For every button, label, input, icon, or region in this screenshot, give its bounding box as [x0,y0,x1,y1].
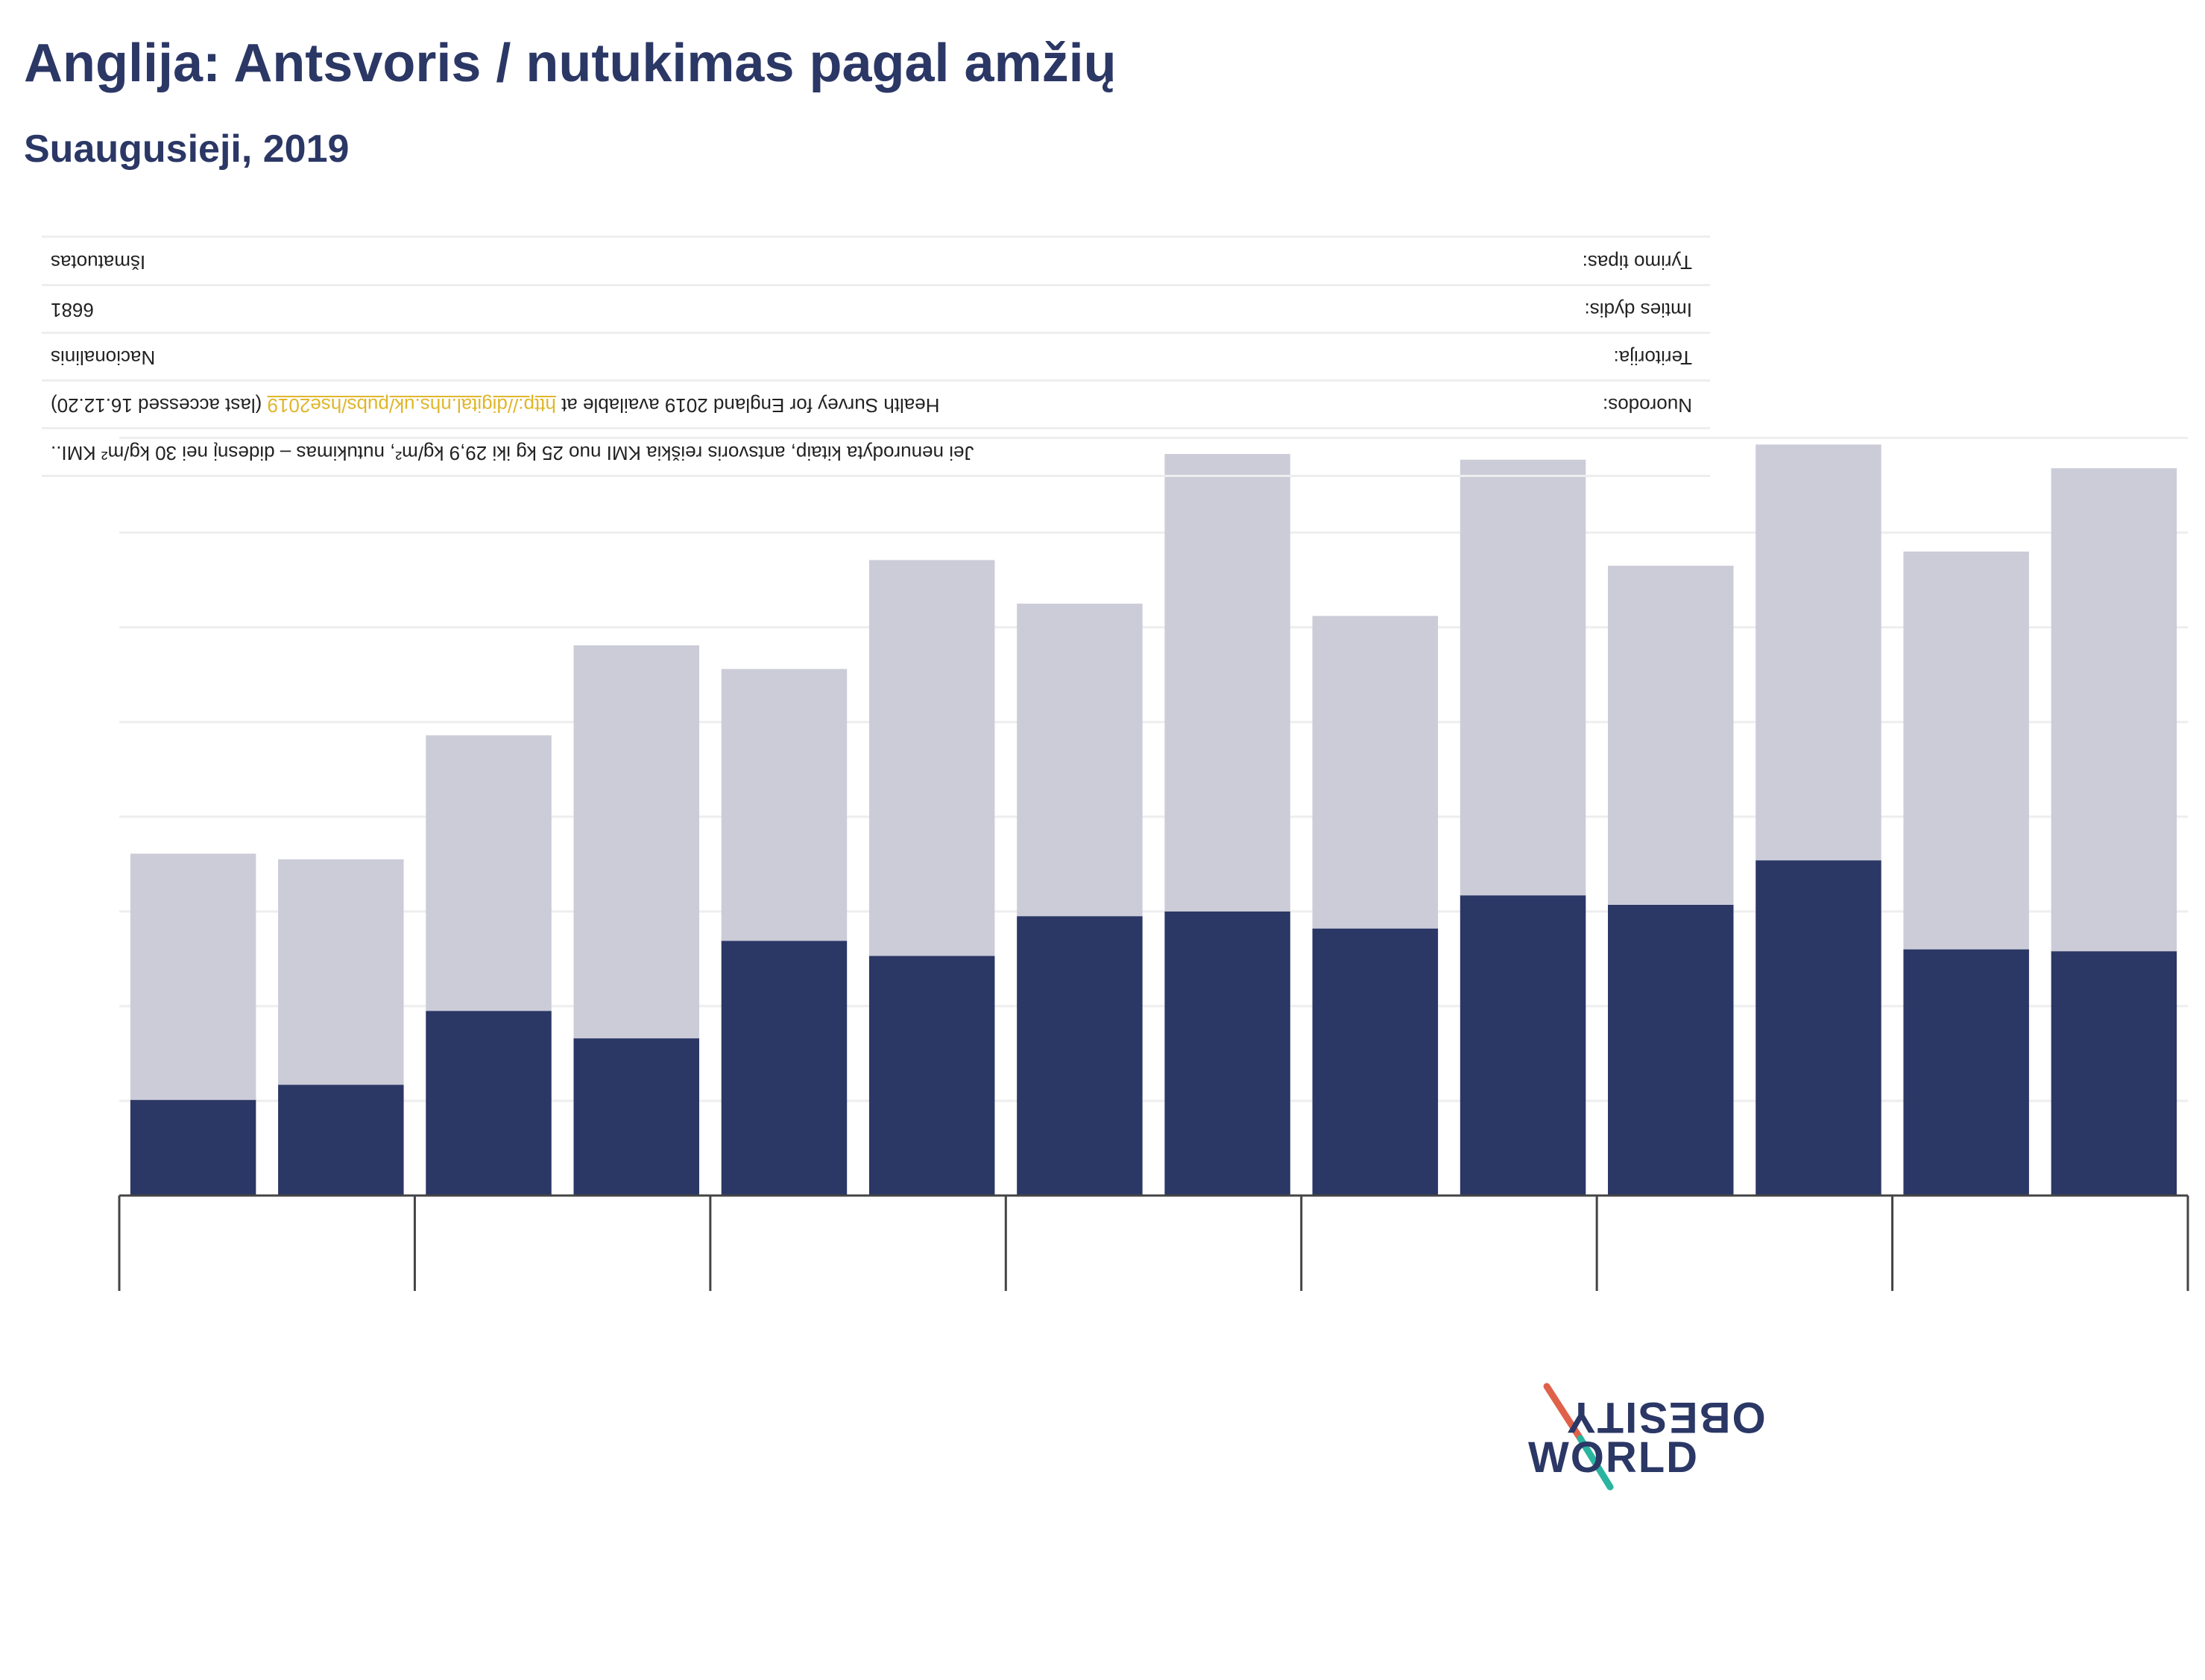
bar-obesity [2051,951,2177,1196]
bar-overweight [1460,459,1586,896]
sample-row: Imties dydis: 6681 [42,285,1710,334]
references-value: Health Survey for England 2019 available… [51,394,939,417]
logo-slash-icon [1543,1383,1614,1491]
references-label: Nuorodos: [1603,394,1692,417]
references-text-after: (last accessed 16.12.20) [51,394,268,417]
bar-overweight [1017,603,1143,917]
bar-obesity [1608,904,1734,1196]
footnotes-table: Jei nenurodyta kitaip, antsvoris reiškia… [42,231,1710,477]
bar-obesity [721,941,848,1196]
sample-value: 6681 [51,299,94,321]
survey-row: Tyrimo tipas: Išmatuotas [42,236,1710,286]
bar-overweight [2051,468,2177,952]
bar-obesity [1460,895,1586,1196]
bar-obesity [1017,916,1143,1196]
chart-title: Anglija: Antsvoris / nutukimas pagal amž… [24,34,1117,93]
bar-obesity [426,1011,552,1196]
logo-text-world: WORLD [1528,1433,1700,1482]
footnote-row: Jei nenurodyta kitaip, antsvoris reiškia… [42,429,1710,477]
bar-overweight [426,735,552,1011]
bar-obesity [1164,911,1290,1196]
territory-row: Teritorija: Nacionalinis [42,333,1710,382]
bar-overweight [1608,566,1734,905]
bar-overweight [573,645,699,1039]
chart-subtitle: Suaugusieji, 2019 [24,127,350,171]
obesity-world-logo: OBESITY WORLD [1521,1379,1766,1491]
territory-label: Teritorija: [1613,347,1692,369]
bar-overweight [1164,454,1290,912]
bar-overweight [1312,616,1439,929]
survey-label: Tyrimo tipas: [1582,251,1692,274]
bar-overweight [130,853,256,1100]
bar-overweight [278,859,404,1085]
bar-obesity [1312,928,1439,1196]
bar-obesity [573,1038,699,1196]
territory-value: Nacionalinis [51,347,156,369]
bar-overweight [721,669,848,941]
footnote-note: Jei nenurodyta kitaip, antsvoris reiškia… [51,442,974,464]
sample-label: Imties dydis: [1584,299,1693,321]
survey-value: Išmatuotas [51,251,146,274]
bar-obesity [130,1099,256,1196]
references-text-before: Health Survey for England 2019 available… [555,394,940,417]
references-row: Nuorodos: Health Survey for England 2019… [42,381,1710,429]
bar-overweight [1903,552,2029,950]
bar-overweight [1756,444,1881,861]
bar-obesity [278,1084,404,1196]
bar-obesity [1756,860,1881,1196]
references-link[interactable]: http://digital.nhs.uk/pubs/hse2019 [267,394,556,417]
bar-obesity [868,956,995,1196]
bar-obesity [1903,949,2029,1196]
bar-overweight [868,560,995,956]
